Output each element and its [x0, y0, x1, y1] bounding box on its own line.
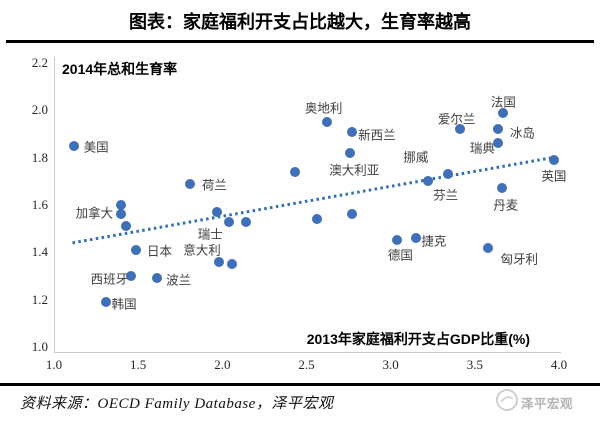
data-point [289, 166, 300, 177]
x-tick-label: 2.0 [214, 357, 231, 372]
x-tick-label: 1.0 [45, 357, 63, 372]
data-point [227, 259, 238, 270]
data-point-波兰 [151, 273, 162, 284]
point-label: 奥地利 [304, 100, 343, 116]
data-point-新西兰 [346, 126, 357, 137]
point-label: 法国 [490, 94, 516, 110]
point-label: 波兰 [166, 272, 192, 288]
y-axis-line [54, 57, 56, 352]
point-label: 瑞士 [197, 226, 223, 242]
watermark-text: 泽平宏观 [521, 396, 574, 411]
data-point-匈牙利 [483, 242, 494, 253]
x-axis-title: 2013年家庭福利开支占GDP比重(%) [306, 331, 530, 347]
point-label: 新西兰 [358, 127, 396, 143]
data-point-瑞士 [212, 207, 223, 218]
point-label: 芬兰 [433, 187, 459, 203]
data-point-冰岛 [493, 124, 504, 135]
data-point-西班牙 [126, 270, 137, 281]
point-label: 意大利 [183, 242, 221, 258]
dotted-trendline [72, 156, 553, 245]
point-label: 英国 [541, 168, 567, 184]
data-point-法国 [498, 107, 509, 118]
data-point [346, 209, 357, 220]
x-tick-label: 3.0 [382, 357, 399, 372]
watermark-logo-icon [496, 389, 518, 411]
data-point-澳大利亚 [345, 147, 356, 158]
y-tick-label: 1.6 [31, 196, 48, 212]
data-point [311, 214, 322, 225]
point-label: 韩国 [111, 296, 137, 312]
data-point-荷兰 [185, 178, 196, 189]
point-label: 瑞典 [469, 140, 495, 156]
data-point [116, 199, 127, 210]
point-label: 加拿大 [75, 205, 114, 221]
point-label: 冰岛 [509, 125, 535, 141]
data-point-芬兰 [422, 176, 433, 187]
source-note: 资料来源：OECD Family Database，泽平宏观 [20, 396, 334, 412]
x-tick-label: 4.0 [550, 357, 568, 372]
data-point-德国 [392, 235, 403, 246]
x-axis-line [54, 352, 561, 354]
data-point-捷克 [410, 233, 421, 244]
data-point-奥地利 [321, 117, 332, 128]
data-point-丹麦 [496, 183, 507, 194]
data-point [240, 216, 251, 227]
footer-divider-line [0, 383, 600, 386]
y-tick-label: 2.2 [31, 54, 48, 70]
data-point [224, 216, 235, 227]
data-point-挪威 [442, 169, 453, 180]
data-point-日本 [131, 244, 142, 255]
point-label: 捷克 [421, 233, 447, 249]
point-label: 丹麦 [493, 197, 519, 213]
data-point-瑞典 [493, 138, 504, 149]
point-label: 爱尔兰 [437, 111, 476, 127]
title-divider-line [6, 40, 594, 43]
chart-title: 图表：家庭福利开支占比越大，生育率越高 [129, 12, 471, 32]
point-label: 匈牙利 [500, 251, 539, 267]
y-tick-label: 2.0 [31, 102, 48, 118]
data-point-韩国 [101, 297, 112, 308]
data-point [121, 221, 132, 232]
data-point-爱尔兰 [454, 124, 465, 135]
point-label: 荷兰 [201, 177, 227, 193]
y-tick-label: 1.8 [31, 149, 48, 165]
x-tick-label: 3.5 [466, 357, 483, 372]
data-point-美国 [69, 140, 80, 151]
y-tick-label: 1.4 [31, 244, 48, 260]
point-label: 德国 [387, 247, 413, 263]
point-label: 日本 [146, 243, 172, 259]
x-tick-label: 2.5 [298, 357, 315, 372]
point-label: 美国 [83, 139, 109, 155]
point-label: 西班牙 [90, 271, 129, 287]
x-tick-label: 1.5 [130, 357, 147, 372]
y-tick-label: 1.2 [31, 291, 48, 307]
point-label: 澳大利亚 [329, 162, 380, 178]
point-label: 挪威 [403, 149, 429, 165]
data-point-英国 [548, 155, 559, 165]
y-tick-label: 1.0 [31, 339, 48, 354]
data-point-加拿大 [116, 209, 127, 220]
y-axis-title: 2014年总和生育率 [62, 61, 178, 77]
data-point-意大利 [213, 256, 224, 267]
